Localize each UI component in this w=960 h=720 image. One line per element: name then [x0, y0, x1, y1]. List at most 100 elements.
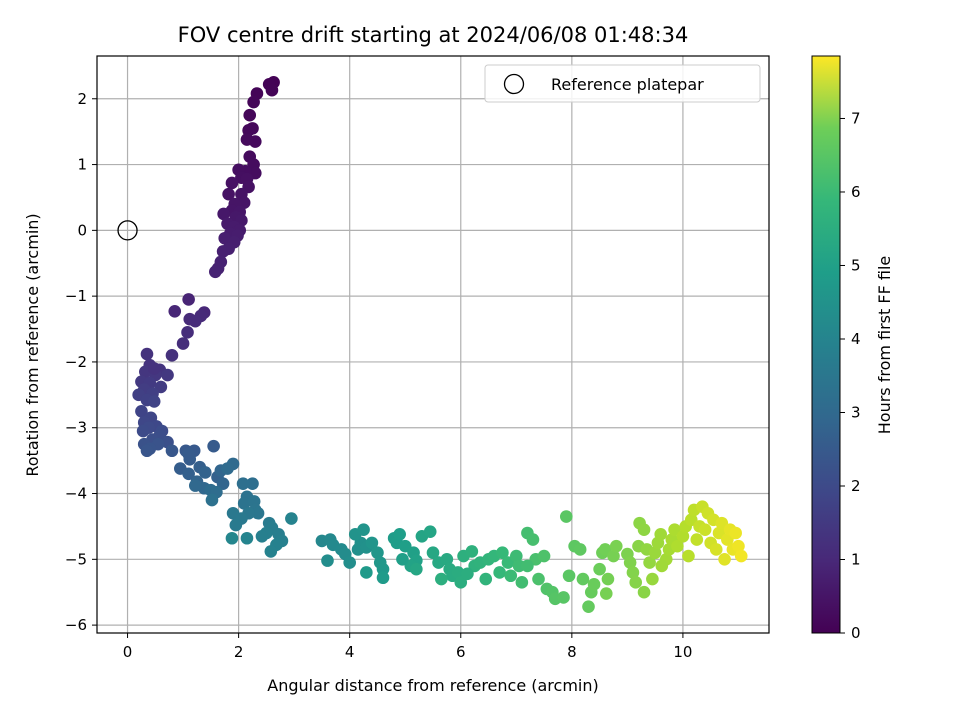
scatter-point	[601, 572, 615, 586]
y-tick-label: −2	[65, 353, 87, 371]
scatter-point	[676, 529, 690, 543]
scatter-point	[423, 525, 437, 538]
scatter-points	[132, 76, 748, 613]
scatter-point	[623, 556, 637, 569]
x-axis-label: Angular distance from reference (arcmin)	[267, 676, 598, 695]
scatter-point	[189, 314, 202, 328]
scatter-point	[646, 572, 659, 586]
scatter-point	[637, 523, 651, 537]
colorbar-tick-label: 3	[851, 403, 861, 421]
scatter-point	[165, 444, 179, 458]
scatter-point	[557, 591, 570, 604]
scatter-point	[426, 546, 440, 560]
scatter-point	[208, 265, 222, 279]
scatter-point	[265, 83, 279, 97]
scatter-point	[207, 439, 220, 453]
scatter-point	[587, 578, 601, 591]
scatter-point	[165, 349, 179, 362]
colorbar-tick-label: 2	[851, 477, 861, 495]
legend: Reference platepar	[484, 64, 761, 103]
scatter-point	[435, 572, 448, 586]
plot-frame	[96, 55, 770, 634]
scatter-point	[365, 536, 379, 550]
scatter-point	[537, 549, 551, 563]
scatter-point	[181, 326, 194, 339]
scatter-point	[136, 424, 150, 438]
scatter-point	[440, 553, 454, 566]
scatter-point	[698, 523, 712, 537]
scatter-point	[396, 553, 409, 566]
scatter-point	[682, 549, 695, 563]
scatter-point	[599, 587, 613, 600]
scatter-point	[236, 477, 250, 490]
scatter-point	[690, 533, 704, 546]
scatter-point	[321, 554, 334, 567]
x-tick-label: 4	[345, 643, 355, 661]
x-axis-ticks: 0 2 4 6 8 10	[123, 633, 692, 661]
scatter-point	[205, 493, 219, 507]
scatter-point	[247, 95, 260, 109]
y-tick-label: −3	[65, 419, 87, 437]
scatter-point	[371, 546, 384, 560]
scatter-point	[479, 572, 493, 586]
colorbar-tick-label: 4	[851, 330, 861, 348]
scatter-point	[648, 546, 662, 560]
scatter-point	[251, 506, 265, 520]
scatter-point	[240, 133, 254, 146]
legend-box	[484, 64, 761, 103]
x-tick-label: 6	[456, 643, 466, 661]
scatter-point	[216, 477, 230, 490]
scatter-point	[222, 187, 235, 201]
scatter-point	[255, 529, 269, 543]
colorbar-label: Hours from first FF file	[875, 256, 894, 435]
scatter-point	[461, 567, 474, 581]
scatter-point	[521, 559, 534, 573]
scatter-point	[182, 447, 195, 461]
colorbar-tick-label: 0	[851, 624, 861, 642]
legend-label: Reference platepar	[551, 75, 704, 94]
scatter-point	[189, 479, 202, 492]
colorbar-tick-label: 5	[851, 256, 861, 274]
scatter-point	[465, 545, 479, 558]
y-tick-label: −5	[65, 550, 87, 568]
scatter-point	[147, 362, 161, 375]
scatter-point	[216, 245, 230, 258]
scatter-point	[240, 531, 254, 545]
scatter-point	[655, 559, 669, 573]
scatter-point	[504, 569, 518, 583]
scatter-point	[168, 304, 182, 318]
scatter-point	[654, 528, 668, 541]
scatter-point	[357, 523, 370, 537]
scatter-point	[732, 539, 745, 553]
scatter-point	[637, 585, 651, 599]
scatter-point	[562, 569, 576, 583]
scatter-point	[454, 576, 468, 589]
scatter-point	[573, 543, 587, 556]
reference-marker	[117, 220, 138, 241]
scatter-point	[285, 512, 298, 525]
scatter-point	[360, 566, 373, 579]
scatter-point	[229, 518, 243, 532]
y-axis-label: Rotation from reference (arcmin)	[23, 213, 42, 476]
scatter-point	[237, 497, 251, 510]
colorbar-tick-label: 7	[851, 109, 861, 127]
scatter-point	[198, 466, 212, 479]
scatter-point	[135, 404, 148, 418]
scatter-point	[217, 207, 230, 221]
scatter-point	[140, 347, 154, 361]
colorbar: 0 1 2 3 4 5 6 7 Hours from first FF file	[811, 55, 894, 642]
y-tick-label: 0	[77, 221, 87, 239]
scatter-point	[493, 566, 506, 579]
scatter-point	[246, 477, 259, 490]
scatter-point	[609, 539, 623, 553]
scatter-point	[576, 572, 590, 586]
scatter-point	[225, 531, 239, 545]
scatter-point	[607, 549, 620, 563]
scatter-point	[729, 526, 742, 540]
scatter-point	[734, 549, 748, 563]
colorbar-tick-label: 6	[851, 183, 861, 201]
scatter-point	[451, 566, 465, 579]
scatter-point	[264, 545, 278, 558]
scatter-point	[709, 543, 723, 556]
